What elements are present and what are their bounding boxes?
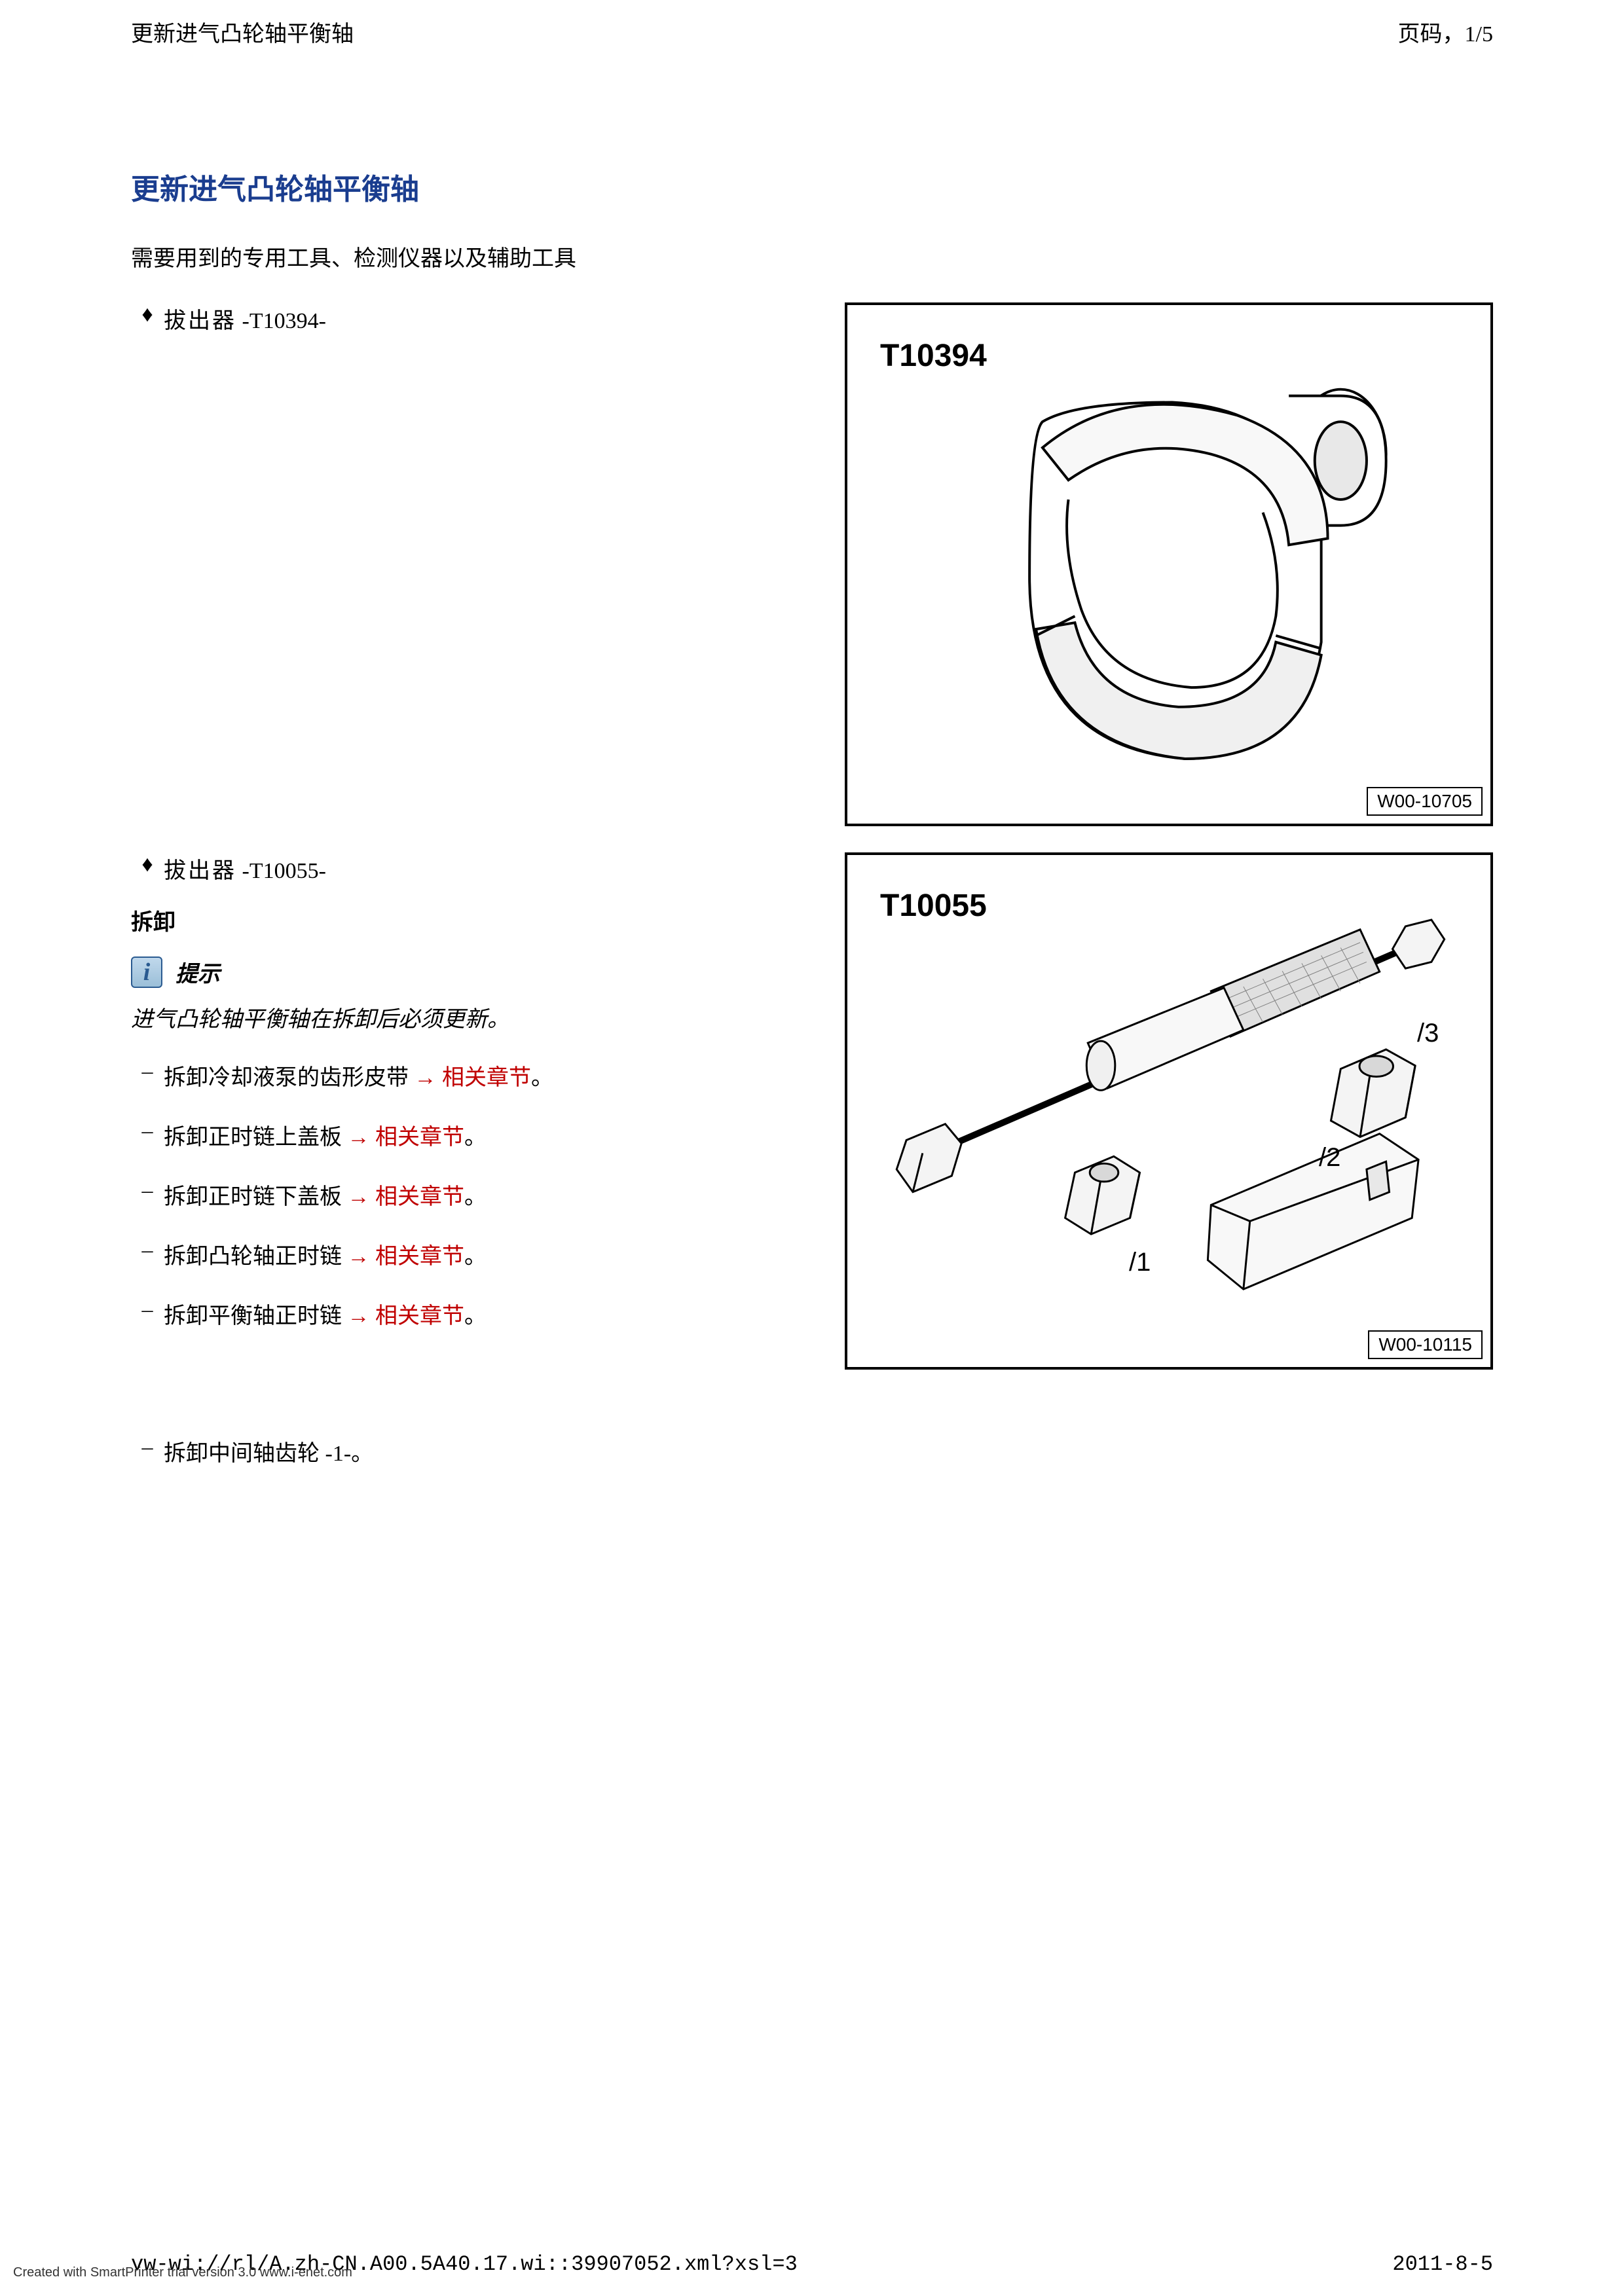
tools-heading: 需要用到的专用工具、检测仪器以及辅助工具 bbox=[131, 240, 1493, 272]
figure-2: T10055 bbox=[845, 852, 1493, 1370]
arrow-icon: → bbox=[415, 1066, 443, 1090]
step-5: – 拆卸平衡轴正时链 → 相关章节。 bbox=[131, 1298, 655, 1330]
dash-icon: – bbox=[131, 1435, 164, 1460]
header-title: 更新进气凸轮轴平衡轴 bbox=[131, 16, 354, 48]
figure-2-sub-2: /2 bbox=[1319, 1143, 1340, 1173]
figure-2-illustration bbox=[847, 855, 1490, 1367]
tool1-code: -T10394- bbox=[236, 309, 326, 333]
step-4-text: 拆卸凸轮轴正时链 bbox=[164, 1245, 348, 1269]
step-1-tail: 。 bbox=[531, 1066, 553, 1090]
tip-label: 提示 bbox=[175, 956, 220, 988]
disassembly-label: 拆卸 bbox=[131, 904, 655, 936]
main-title: 更新进气凸轮轴平衡轴 bbox=[131, 166, 1493, 208]
figure-1-illustration bbox=[847, 305, 1490, 824]
footer-created-with: Created with SmartPrinter trial version … bbox=[13, 2265, 352, 2280]
figure-2-sub-1: /1 bbox=[1129, 1248, 1151, 1277]
tool2-prefix: 拔出器 bbox=[164, 859, 236, 883]
step-2-tail: 。 bbox=[464, 1125, 487, 1150]
step-2: – 拆卸正时链上盖板 → 相关章节。 bbox=[131, 1119, 655, 1151]
step-4: – 拆卸凸轮轴正时链 → 相关章节。 bbox=[131, 1238, 655, 1270]
step-3-tail: 。 bbox=[464, 1185, 487, 1209]
content-body: 更新进气凸轮轴平衡轴 需要用到的专用工具、检测仪器以及辅助工具 ♦ 拔出器 -T… bbox=[0, 48, 1624, 1467]
row-tool-1: ♦ 拔出器 -T10394- T10394 bbox=[131, 302, 1493, 826]
tip-note: 进气凸轮轴平衡轴在拆卸后必须更新。 bbox=[131, 1001, 655, 1033]
dash-icon: – bbox=[131, 1238, 164, 1263]
step-1-text: 拆卸冷却液泵的齿形皮带 bbox=[164, 1066, 415, 1090]
dash-icon: – bbox=[131, 1059, 164, 1084]
row-tool-2: ♦ 拔出器 -T10055- 拆卸 i 提示 进气凸轮轴平衡轴在拆卸后必须更新。… bbox=[131, 852, 1493, 1370]
step-2-text: 拆卸正时链上盖板 bbox=[164, 1125, 348, 1150]
tool1-prefix: 拔出器 bbox=[164, 309, 236, 333]
step-3-text: 拆卸正时链下盖板 bbox=[164, 1185, 348, 1209]
arrow-icon: → bbox=[348, 1304, 376, 1328]
step-1-link[interactable]: 相关章节 bbox=[442, 1066, 531, 1090]
diamond-bullet-icon: ♦ bbox=[131, 302, 164, 327]
step-2-link[interactable]: 相关章节 bbox=[375, 1125, 464, 1150]
step-last: – 拆卸中间轴齿轮 -1-。 bbox=[131, 1435, 1493, 1467]
step-4-tail: 。 bbox=[464, 1245, 487, 1269]
arrow-icon: → bbox=[348, 1125, 376, 1150]
info-icon: i bbox=[131, 957, 162, 988]
step-3: – 拆卸正时链下盖板 → 相关章节。 bbox=[131, 1178, 655, 1211]
dash-icon: – bbox=[131, 1119, 164, 1144]
diamond-bullet-icon: ♦ bbox=[131, 852, 164, 877]
step-3-link[interactable]: 相关章节 bbox=[375, 1185, 464, 1209]
figure-1-code: W00-10705 bbox=[1367, 787, 1483, 816]
step-5-tail: 。 bbox=[464, 1304, 487, 1328]
arrow-icon: → bbox=[348, 1245, 376, 1269]
step-5-link[interactable]: 相关章节 bbox=[375, 1304, 464, 1328]
arrow-icon: → bbox=[348, 1185, 376, 1209]
header-page-number: 页码，1/5 bbox=[1398, 16, 1493, 48]
dash-icon: – bbox=[131, 1298, 164, 1322]
figure-2-sub-3: /3 bbox=[1417, 1019, 1439, 1048]
tool2-code: -T10055- bbox=[236, 859, 326, 883]
step-5-text: 拆卸平衡轴正时链 bbox=[164, 1304, 348, 1328]
figure-1: T10394 W00-10705 bbox=[845, 302, 1493, 826]
footer-date: 2011-8-5 bbox=[1392, 2252, 1493, 2276]
tip-row: i 提示 bbox=[131, 956, 655, 988]
page-header: 更新进气凸轮轴平衡轴 页码，1/5 bbox=[0, 0, 1624, 48]
tool-item-1: ♦ 拔出器 -T10394- bbox=[131, 302, 655, 335]
dash-icon: – bbox=[131, 1178, 164, 1203]
figure-2-code: W00-10115 bbox=[1368, 1330, 1483, 1359]
step-last-text: 拆卸中间轴齿轮 -1-。 bbox=[164, 1435, 373, 1467]
tool-item-2: ♦ 拔出器 -T10055- bbox=[131, 852, 655, 884]
step-4-link[interactable]: 相关章节 bbox=[375, 1245, 464, 1269]
step-1: – 拆卸冷却液泵的齿形皮带 → 相关章节。 bbox=[131, 1059, 655, 1091]
